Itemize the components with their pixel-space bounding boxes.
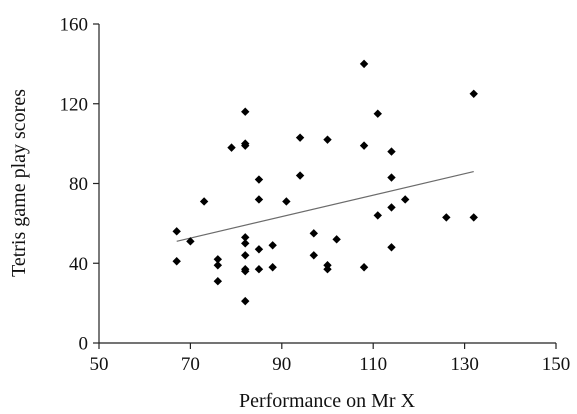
data-point	[213, 255, 223, 264]
x-tick-label: 150	[542, 354, 571, 375]
x-tick-label: 90	[272, 354, 291, 375]
x-tick-label: 70	[181, 354, 200, 375]
data-point	[241, 107, 250, 116]
data-point	[172, 257, 181, 266]
y-tick-label: 120	[60, 94, 89, 115]
data-point	[373, 211, 382, 220]
data-point	[268, 263, 277, 272]
x-tick-label: 130	[450, 354, 479, 375]
data-point	[359, 59, 369, 69]
data-point	[254, 265, 264, 274]
data-point	[199, 197, 209, 206]
data-point	[387, 173, 396, 182]
data-point	[323, 265, 332, 274]
data-point	[254, 175, 264, 184]
data-point	[227, 143, 236, 152]
data-point	[359, 141, 369, 150]
x-tick-label: 110	[359, 354, 387, 375]
trend-line	[176, 170, 474, 242]
data-point	[282, 197, 291, 206]
y-axis-ticks: 0 40 80 120 160	[60, 15, 99, 355]
data-point	[241, 239, 250, 248]
y-tick-label: 40	[69, 254, 88, 275]
y-tick-label: 0	[79, 334, 89, 355]
data-point	[268, 241, 277, 250]
y-tick-label: 80	[69, 174, 88, 195]
data-point	[373, 109, 382, 118]
data-points	[172, 59, 478, 306]
data-point	[186, 237, 195, 246]
data-point	[387, 147, 396, 156]
data-point	[442, 213, 451, 222]
data-point	[241, 267, 250, 276]
data-point	[213, 261, 223, 270]
data-point	[295, 171, 305, 180]
data-point	[359, 263, 369, 272]
data-point	[469, 213, 478, 222]
data-point	[387, 203, 396, 212]
data-point	[332, 235, 341, 244]
data-point	[469, 89, 478, 98]
data-point	[241, 141, 250, 150]
x-tick-label: 50	[90, 354, 109, 375]
x-axis-title: Performance on Mr X	[239, 390, 416, 412]
plot-area: 0 40 80 120 160 50 70 90 110 130 150	[60, 15, 571, 376]
data-point	[387, 243, 396, 252]
x-axis-ticks: 50 70 90 110 130 150	[90, 343, 571, 375]
data-point	[213, 276, 223, 286]
data-point	[254, 195, 264, 204]
data-point	[400, 195, 410, 204]
data-point	[323, 135, 332, 144]
data-point	[309, 229, 318, 238]
y-tick-label: 160	[60, 15, 89, 36]
y-axis-title: Tetris game play scores	[8, 89, 30, 277]
data-point	[295, 133, 305, 142]
data-point	[241, 251, 250, 260]
data-point	[172, 227, 181, 236]
data-point	[241, 296, 250, 306]
data-point	[241, 233, 250, 242]
data-point	[309, 251, 318, 260]
data-point	[254, 245, 264, 254]
